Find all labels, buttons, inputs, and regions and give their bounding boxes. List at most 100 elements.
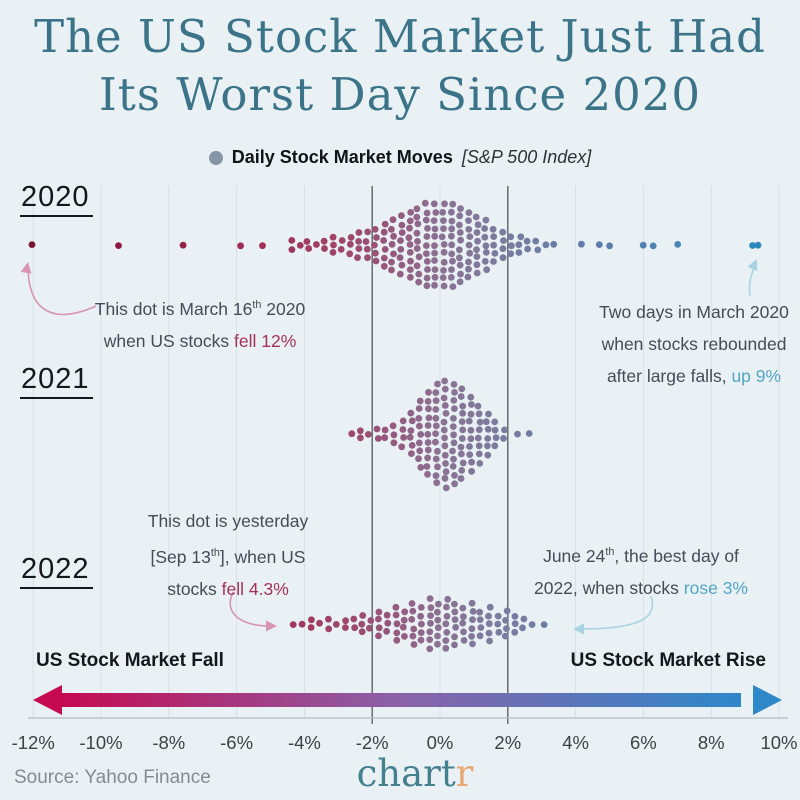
data-dot — [508, 242, 515, 250]
data-dot — [578, 240, 585, 248]
data-dot — [416, 447, 424, 455]
data-dot — [467, 435, 475, 443]
data-dot — [499, 245, 507, 253]
data-dot — [441, 474, 449, 482]
data-dot — [443, 629, 451, 636]
data-dot — [375, 624, 383, 632]
data-dot — [342, 624, 349, 631]
data-dot — [407, 409, 415, 417]
data-dot — [259, 242, 266, 250]
data-dot — [457, 475, 465, 482]
data-dot — [490, 233, 498, 241]
data-dot — [489, 225, 497, 233]
data-dot — [476, 418, 484, 426]
data-dot — [467, 410, 475, 418]
data-dot — [448, 266, 455, 273]
annotation-highlight: rose 3% — [683, 577, 748, 598]
data-dot — [430, 200, 438, 208]
data-dot — [431, 281, 438, 289]
data-dot — [484, 442, 491, 450]
data-dot — [482, 242, 490, 250]
data-dot — [448, 241, 456, 249]
data-dot — [476, 608, 484, 616]
chartr-logo-main: chart — [356, 752, 456, 795]
data-dot — [409, 632, 417, 640]
data-dot — [432, 422, 440, 430]
data-dot — [451, 389, 458, 396]
data-dot — [399, 623, 407, 631]
data-dot — [417, 431, 425, 438]
data-dot — [381, 434, 389, 442]
data-dot — [330, 241, 337, 249]
data-dot — [459, 426, 467, 434]
data-dot — [410, 641, 418, 648]
arrow-to-rebound-dots-head — [747, 259, 758, 272]
data-dot — [426, 628, 434, 636]
data-dot — [396, 270, 404, 278]
data-dot — [432, 472, 440, 480]
legend: Daily Stock Market Moves [S&P 500 Index] — [0, 147, 800, 168]
data-dot — [443, 612, 451, 620]
data-dot — [373, 425, 381, 433]
data-dot — [427, 604, 435, 612]
data-dot — [491, 442, 499, 450]
data-dot — [449, 200, 457, 208]
data-dot — [440, 282, 448, 290]
data-dot — [460, 637, 468, 644]
data-dot — [452, 623, 460, 631]
annotation-line: 2022, when stocks rose 3% — [518, 572, 764, 604]
data-dot — [458, 435, 466, 442]
annotation-text: after large falls, — [606, 366, 732, 386]
annotation-text: th — [210, 547, 220, 559]
data-dot — [400, 434, 407, 441]
data-dot — [440, 426, 448, 434]
data-dot — [407, 257, 414, 265]
data-dot — [485, 629, 493, 637]
data-dot — [431, 249, 438, 257]
axis-tick-label: -4% — [287, 732, 321, 753]
data-dot — [347, 234, 355, 241]
data-dot — [355, 238, 362, 245]
data-dot — [511, 620, 519, 628]
data-dot — [465, 258, 472, 266]
data-dot — [457, 270, 464, 278]
data-dot — [388, 258, 395, 266]
data-dot — [431, 257, 438, 264]
data-dot — [362, 238, 370, 245]
data-dot — [329, 249, 337, 256]
data-dot — [398, 229, 406, 237]
data-dot — [424, 430, 432, 438]
data-dot — [477, 624, 485, 631]
data-dot — [502, 617, 509, 624]
data-dot — [481, 233, 489, 241]
data-dot — [408, 450, 415, 457]
data-dot — [468, 458, 475, 466]
data-dot — [406, 249, 414, 256]
annotation-line: [Sep 13th], when US — [116, 537, 340, 573]
data-dot — [397, 237, 404, 245]
data-dot — [434, 447, 441, 455]
annotation-line: June 24th, the best day of — [518, 536, 764, 572]
data-dot — [417, 612, 424, 620]
annotation-text: Two days in March 2020 — [599, 302, 789, 322]
data-dot — [388, 266, 395, 274]
data-dot — [441, 402, 449, 409]
data-dot — [296, 242, 304, 249]
axis-tick-label: -12% — [11, 732, 55, 753]
data-dot — [472, 213, 480, 221]
year-label-2020: 2020 — [20, 181, 93, 217]
data-dot — [464, 273, 472, 281]
data-dot — [416, 422, 423, 430]
data-dot — [450, 415, 457, 422]
annotation-text: [Sep 13 — [150, 546, 211, 567]
data-dot — [517, 233, 525, 241]
data-dot — [320, 237, 328, 245]
data-dot — [442, 620, 450, 628]
data-dot — [407, 209, 415, 216]
data-dot — [371, 226, 379, 233]
arrow-to-march16-dot-head — [20, 262, 32, 274]
data-dot — [434, 380, 441, 388]
data-dot — [350, 615, 358, 623]
data-dot — [415, 415, 423, 422]
data-dot — [416, 397, 424, 405]
